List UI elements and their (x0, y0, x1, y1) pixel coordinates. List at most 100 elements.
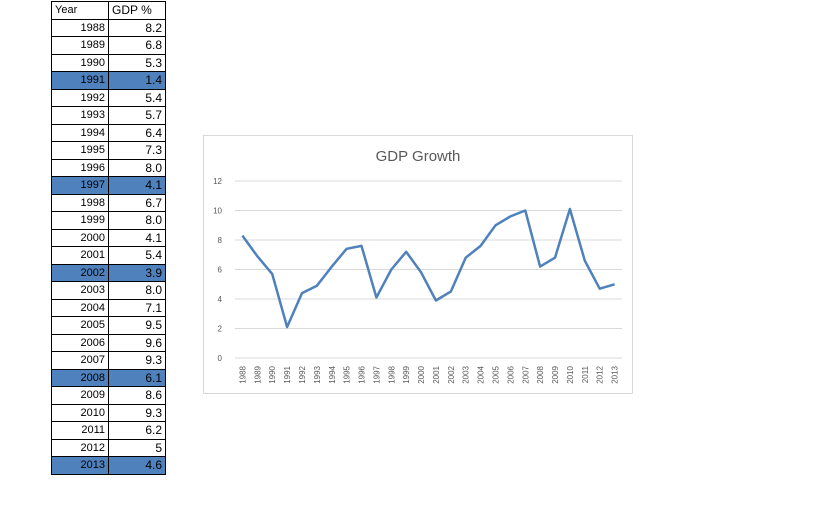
x-tick-label: 1993 (313, 365, 322, 383)
cell-year[interactable]: 1994 (51, 123, 109, 142)
table-row: 2011 6.2 (51, 421, 166, 440)
cell-year[interactable]: 1995 (51, 141, 109, 160)
cell-year[interactable]: 1988 (51, 18, 109, 37)
x-tick-label: 2011 (581, 365, 590, 383)
table-row: 1992 5.4 (51, 88, 166, 107)
cell-gdp[interactable]: 6.2 (108, 421, 166, 440)
cell-gdp[interactable]: 4.1 (108, 176, 166, 195)
table-row: 1997 4.1 (51, 176, 166, 195)
cell-gdp[interactable]: 5.7 (108, 106, 166, 125)
series-line (241, 207, 615, 329)
table-row: 2007 9.3 (51, 351, 166, 370)
cell-gdp[interactable]: 5 (108, 438, 166, 457)
cell-year[interactable]: 1998 (51, 193, 109, 212)
line-chart: 0 2 4 6 8 10 12 1988 1989 1990 1991 1992 1993 1994 199… (213, 177, 622, 384)
x-tick-label: 2001 (432, 365, 441, 383)
cell-year[interactable]: 1999 (51, 211, 109, 230)
cell-year[interactable]: 2002 (51, 263, 109, 282)
cell-year[interactable]: 2006 (51, 333, 109, 352)
cell-gdp[interactable]: 4.6 (108, 456, 166, 475)
x-tick-label: 2006 (506, 365, 515, 383)
cell-year[interactable]: 2000 (51, 228, 109, 247)
cell-year[interactable]: 2009 (51, 386, 109, 405)
cell-gdp[interactable]: 5.4 (108, 246, 166, 265)
x-tick-label: 1988 (238, 365, 247, 383)
cell-gdp[interactable]: 7.3 (108, 141, 166, 160)
cell-year[interactable]: 1990 (51, 53, 109, 72)
table-row: 1998 6.7 (51, 193, 166, 212)
cell-gdp[interactable]: 6.1 (108, 368, 166, 387)
cell-gdp[interactable]: 9.6 (108, 333, 166, 352)
cell-gdp[interactable]: 6.8 (108, 36, 166, 55)
table-row: 2006 9.6 (51, 333, 166, 352)
cell-year[interactable]: 1992 (51, 88, 109, 107)
x-tick-label: 1994 (328, 365, 337, 383)
table-header-row: Year GDP % (51, 1, 166, 20)
table-row: 2009 8.6 (51, 386, 166, 405)
table-row: 2001 5.4 (51, 246, 166, 265)
cell-year[interactable]: 1993 (51, 106, 109, 125)
data-table: Year GDP % 1988 8.2 1989 6.8 1990 5.3 1991 1.4 1… (51, 1, 166, 475)
header-gdp[interactable]: GDP % (108, 1, 166, 20)
cell-year[interactable]: 2005 (51, 316, 109, 335)
cell-gdp[interactable]: 5.3 (108, 53, 166, 72)
cell-gdp[interactable]: 9.3 (108, 351, 166, 370)
table-row: 2003 8.0 (51, 281, 166, 300)
cell-year[interactable]: 2004 (51, 298, 109, 317)
cell-gdp[interactable]: 4.1 (108, 228, 166, 247)
table-row: 2000 4.1 (51, 228, 166, 247)
chart-area[interactable]: 0 2 4 6 8 10 12 1988 1989 1990 1991 1992 1993 1994 199… (203, 135, 633, 394)
cell-gdp[interactable]: 9.3 (108, 403, 166, 422)
cell-year[interactable]: 2003 (51, 281, 109, 300)
y-tick-label: 8 (218, 236, 223, 245)
cell-year[interactable]: 1997 (51, 176, 109, 195)
cell-year[interactable]: 2001 (51, 246, 109, 265)
cell-gdp[interactable]: 6.4 (108, 123, 166, 142)
table-row: 2004 7.1 (51, 298, 166, 317)
table-row: 2013 4.6 (51, 456, 166, 475)
cell-gdp[interactable]: 8.6 (108, 386, 166, 405)
cell-gdp[interactable]: 9.5 (108, 316, 166, 335)
cell-year[interactable]: 2008 (51, 368, 109, 387)
y-tick-label: 2 (218, 325, 223, 334)
cell-gdp[interactable]: 5.4 (108, 88, 166, 107)
y-tick-label: 12 (213, 177, 222, 186)
x-tick-label: 2012 (596, 365, 605, 383)
y-tick-label: 10 (213, 207, 222, 216)
table-row: 1996 8.0 (51, 158, 166, 177)
cell-year[interactable]: 2012 (51, 438, 109, 457)
x-tick-label: 2004 (477, 365, 486, 383)
cell-year[interactable]: 1991 (51, 71, 109, 90)
x-tick-label: 1989 (253, 365, 262, 383)
table-row: 1991 1.4 (51, 71, 166, 90)
table-row: 1989 6.8 (51, 36, 166, 55)
x-tick-label: 2000 (417, 365, 426, 383)
x-tick-label: 1995 (343, 365, 352, 383)
x-tick-label: 1990 (268, 365, 277, 383)
cell-gdp[interactable]: 8.0 (108, 158, 166, 177)
x-tick-label: 2008 (536, 365, 545, 383)
table-row: 1994 6.4 (51, 123, 166, 142)
y-tick-label: 0 (218, 354, 223, 363)
x-tick-label: 2010 (566, 365, 575, 383)
table-row: 2012 5 (51, 438, 166, 457)
table-row: 1999 8.0 (51, 211, 166, 230)
cell-gdp[interactable]: 7.1 (108, 298, 166, 317)
cell-gdp[interactable]: 1.4 (108, 71, 166, 90)
x-tick-label: 1991 (283, 365, 292, 383)
header-year[interactable]: Year (51, 1, 109, 20)
cell-gdp[interactable]: 6.7 (108, 193, 166, 212)
cell-year[interactable]: 2013 (51, 456, 109, 475)
cell-year[interactable]: 1989 (51, 36, 109, 55)
cell-year[interactable]: 2007 (51, 351, 109, 370)
cell-year[interactable]: 2011 (51, 421, 109, 440)
y-tick-label: 6 (218, 266, 223, 275)
cell-gdp[interactable]: 8.0 (108, 281, 166, 300)
cell-year[interactable]: 2010 (51, 403, 109, 422)
cell-gdp[interactable]: 8.0 (108, 211, 166, 230)
cell-year[interactable]: 1996 (51, 158, 109, 177)
cell-gdp[interactable]: 8.2 (108, 18, 166, 37)
cell-gdp[interactable]: 3.9 (108, 263, 166, 282)
table-row: 1990 5.3 (51, 53, 166, 72)
table-row: 2005 9.5 (51, 316, 166, 335)
